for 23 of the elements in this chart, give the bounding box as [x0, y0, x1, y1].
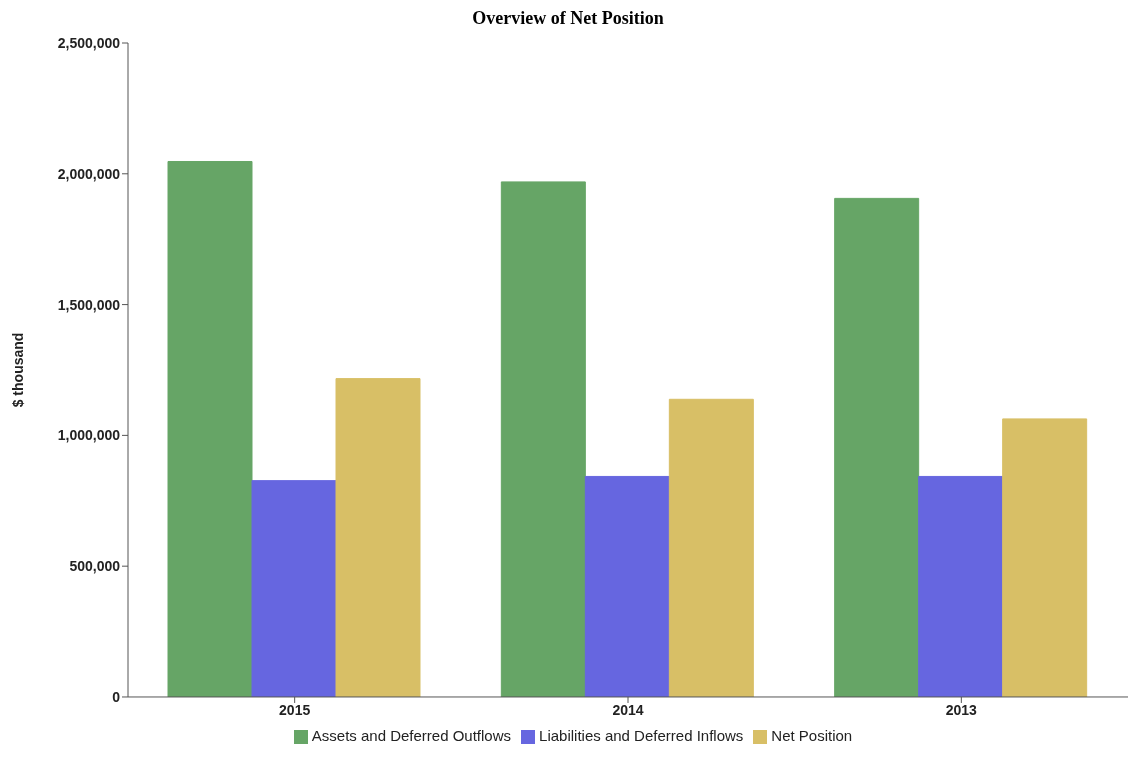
bar — [668, 398, 754, 697]
bar — [251, 480, 337, 697]
x-tick-label: 2013 — [945, 701, 978, 718]
y-axis-title: $ thousand — [9, 332, 26, 408]
y-tick-label: 1,000,000 — [57, 427, 121, 444]
chart-title: Overview of Net Position — [471, 8, 665, 29]
bar — [167, 161, 253, 697]
y-tick-label: 1,500,000 — [57, 296, 121, 313]
legend-label: Liabilities and Deferred Inflows — [539, 726, 744, 744]
x-tick-label: 2014 — [612, 701, 644, 718]
bar — [918, 475, 1004, 697]
y-tick-label: 2,500,000 — [57, 34, 121, 51]
legend-label: Assets and Deferred Outflows — [311, 726, 512, 744]
bar — [834, 197, 920, 697]
legend-label: Net Position — [771, 726, 853, 744]
bar — [335, 378, 421, 697]
y-tick-label: 500,000 — [69, 558, 121, 575]
bar — [500, 181, 586, 697]
y-tick-label: 0 — [112, 688, 121, 705]
x-tick-label: 2015 — [279, 701, 311, 718]
bar — [1002, 418, 1088, 697]
y-tick-label: 2,000,000 — [57, 165, 121, 182]
bar — [584, 475, 670, 697]
